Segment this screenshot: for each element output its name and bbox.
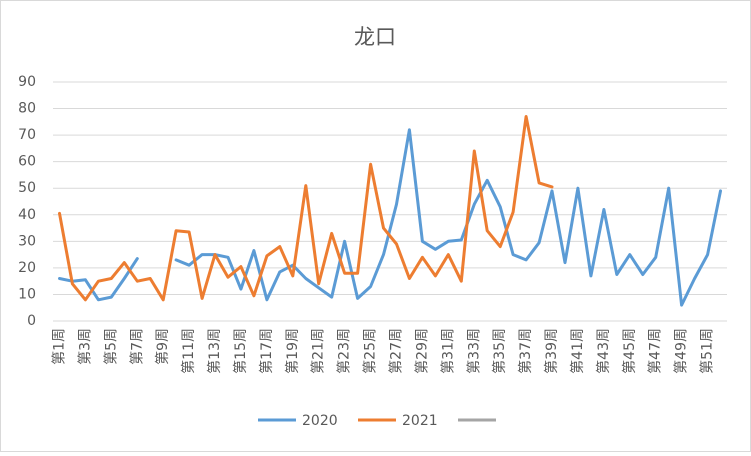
x-tick-label: 第35周 xyxy=(491,328,508,374)
y-tick-label: 80 xyxy=(18,101,36,117)
x-tick-label: 第47周 xyxy=(647,328,664,374)
x-tick-label: 第39周 xyxy=(543,328,560,374)
legend-label: 2021 xyxy=(402,413,438,429)
y-tick-label: 20 xyxy=(18,260,36,276)
x-tick-label: 第49周 xyxy=(673,328,690,374)
x-tick-label: 第19周 xyxy=(284,328,301,374)
legend-label: 2020 xyxy=(302,413,338,429)
x-tick-label: 第51周 xyxy=(699,328,716,374)
x-tick-label: 第1周 xyxy=(50,328,67,365)
y-tick-label: 10 xyxy=(18,286,36,302)
y-tick-label: 0 xyxy=(27,313,36,329)
x-tick-label: 第33周 xyxy=(465,328,482,374)
x-tick-label: 第17周 xyxy=(258,328,275,374)
x-tick-label: 第9周 xyxy=(154,328,171,365)
x-tick-label: 第23周 xyxy=(336,328,353,374)
y-tick-label: 30 xyxy=(18,233,36,249)
y-tick-label: 40 xyxy=(18,207,36,223)
y-tick-label: 90 xyxy=(18,74,36,90)
chart-title: 龙口 xyxy=(354,25,396,49)
x-tick-label: 第45周 xyxy=(621,328,638,374)
x-tick-label: 第11周 xyxy=(180,328,197,374)
x-tick-label: 第37周 xyxy=(517,328,534,374)
x-tick-label: 第7周 xyxy=(128,328,145,365)
y-tick-label: 60 xyxy=(18,154,36,170)
x-tick-label: 第13周 xyxy=(206,328,223,374)
y-tick-label: 70 xyxy=(18,127,36,143)
x-tick-label: 第21周 xyxy=(310,328,327,374)
x-tick-label: 第25周 xyxy=(362,328,379,374)
x-tick-label: 第15周 xyxy=(232,328,249,374)
series-line xyxy=(58,115,554,302)
y-tick-label: 50 xyxy=(18,180,36,196)
x-tick-label: 第43周 xyxy=(595,328,612,374)
x-tick-label: 第31周 xyxy=(439,328,456,374)
x-tick-label: 第5周 xyxy=(102,328,119,365)
x-tick-label: 第29周 xyxy=(413,328,430,374)
x-tick-label: 第27周 xyxy=(387,328,404,374)
x-tick-label: 第41周 xyxy=(569,328,586,374)
x-tick-label: 第3周 xyxy=(76,328,93,365)
